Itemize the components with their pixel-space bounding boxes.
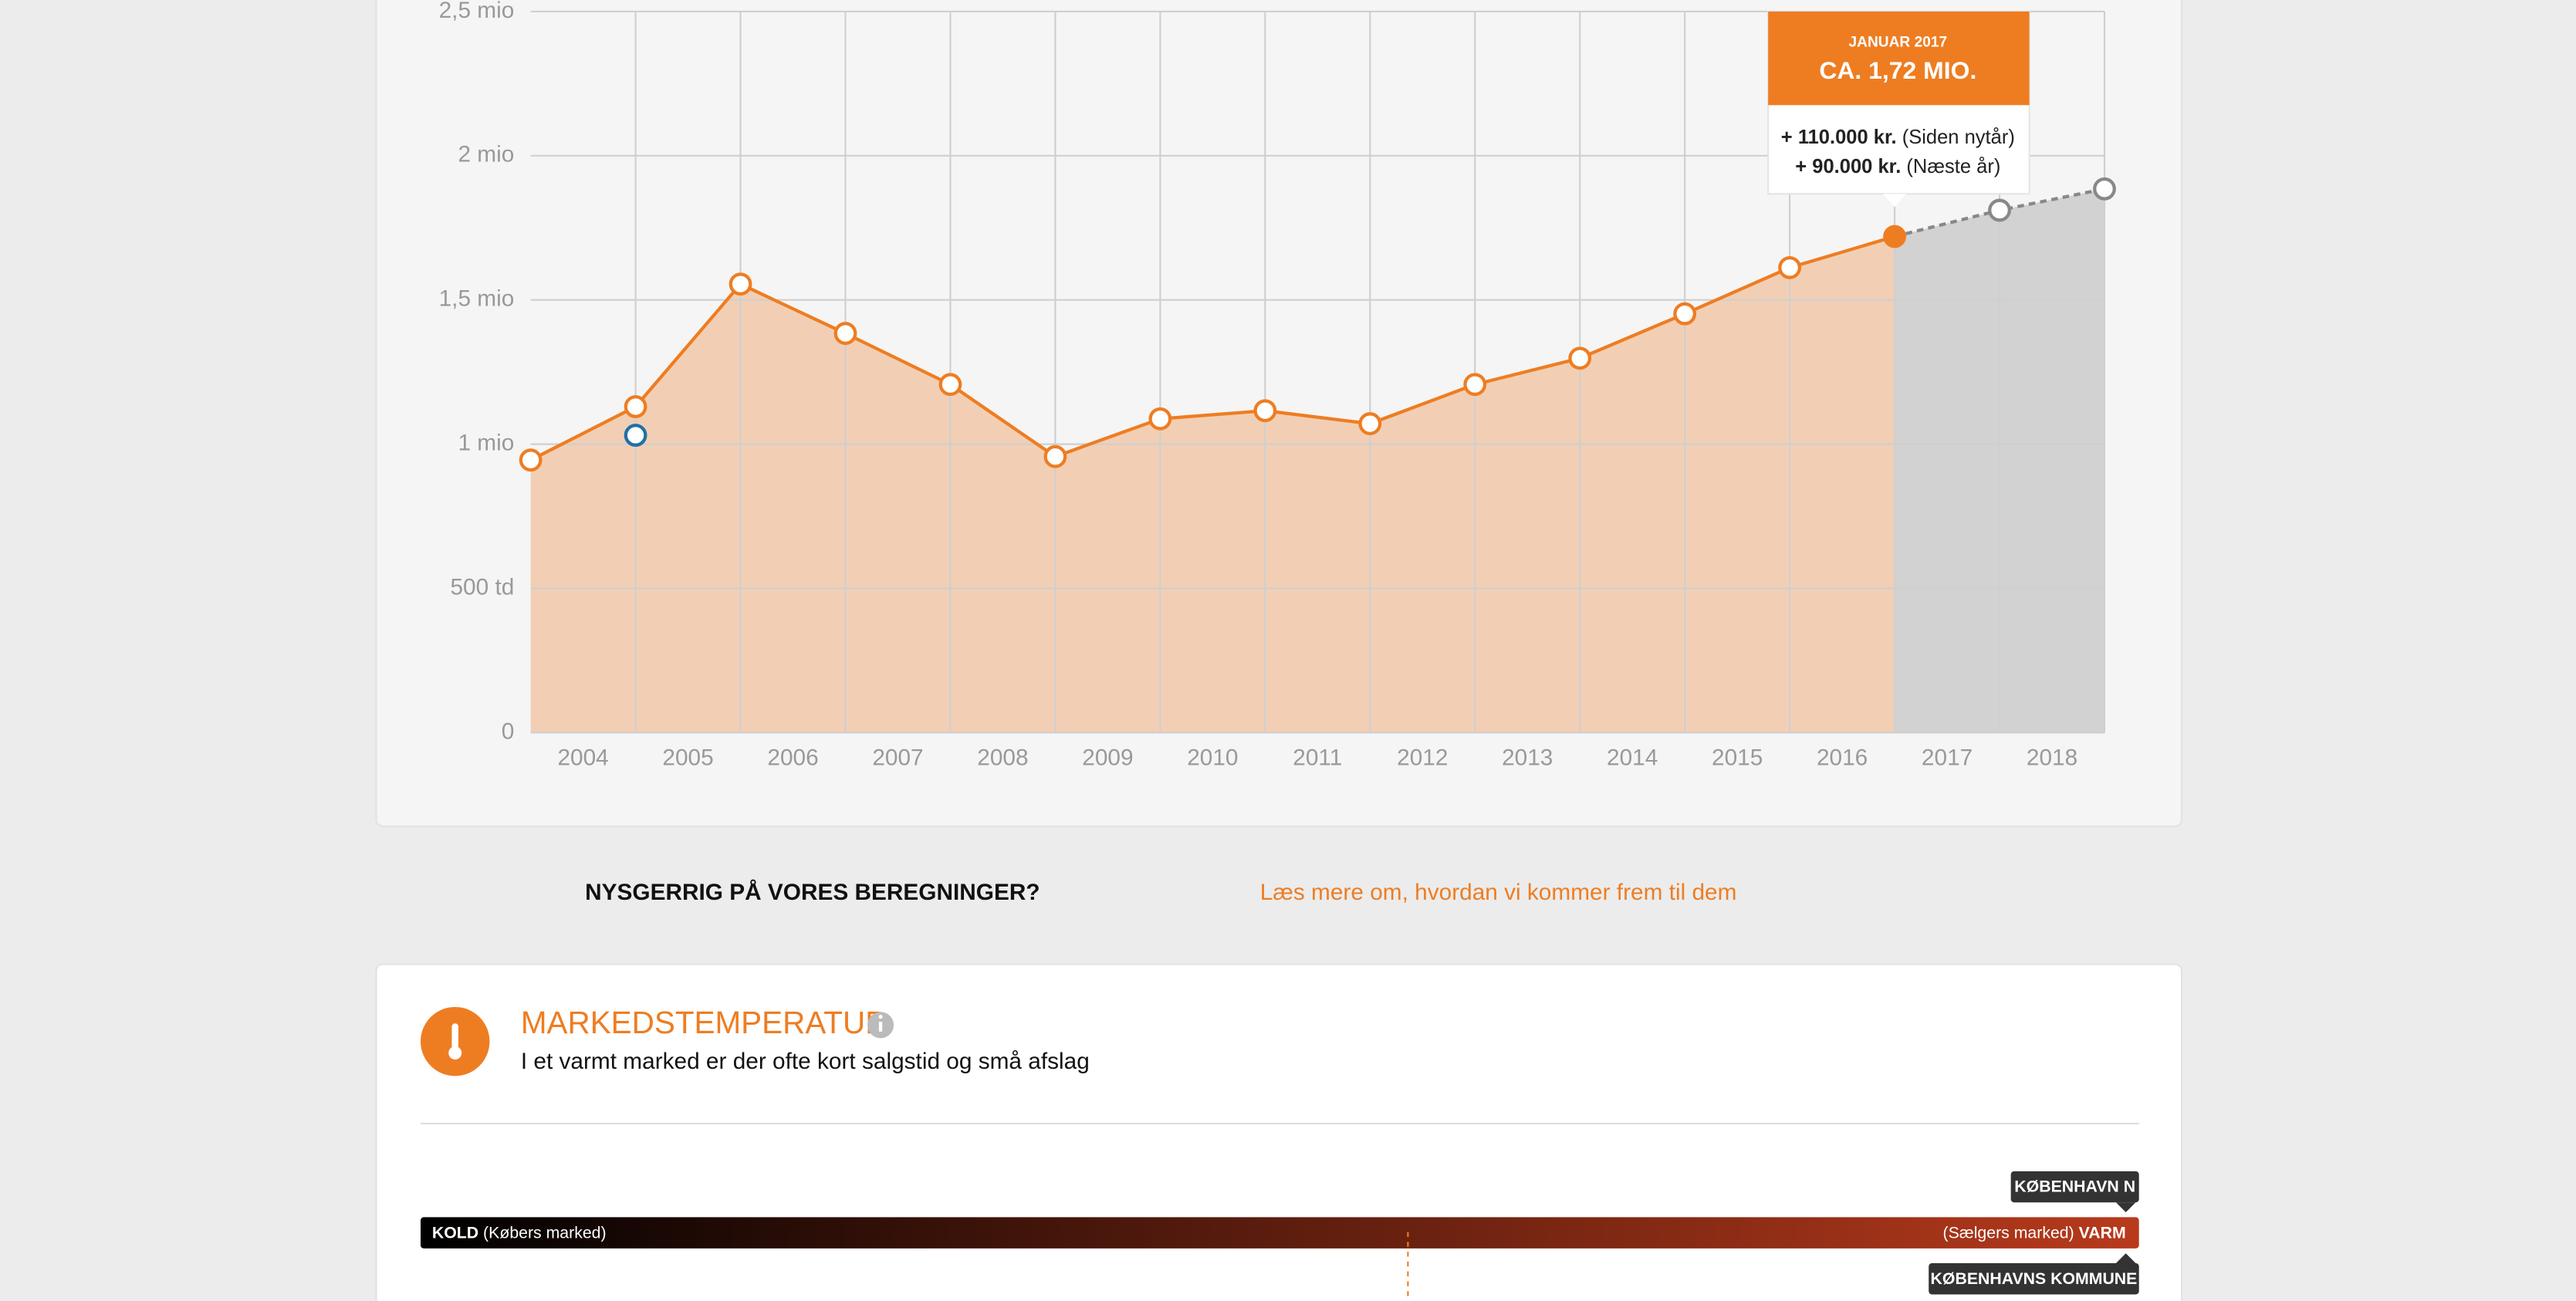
top-badge-pointer [2115,1202,2136,1213]
x-tick-label: 2014 [1607,745,1658,770]
point [1358,412,1382,435]
warm-label: (Sælgers marked) VARM [1943,1223,2126,1242]
tooltip-line: + 90.000 kr. (Næste år) [1795,156,2000,177]
point [1253,399,1277,423]
tooltip-note: (Siden nytår) [1902,127,2015,148]
y-tick-label: 500 td [450,574,514,600]
tooltip-value: CA. 1,72 MIO. [1819,56,1976,84]
x-tick-label: 2008 [977,745,1028,770]
thermometer-glyph [451,1023,458,1050]
tooltip-date: JANUAR 2017 [1849,34,1948,50]
x-tick-label: 2016 [1817,745,1868,770]
x-tick-label: 2013 [1502,745,1553,770]
point [1463,373,1487,397]
x-tick-label: 2004 [557,745,608,770]
point [938,373,962,397]
top-badge [2010,1171,2139,1203]
chart: 0 500 td 1 mio 1,5 mio 2 mio 2,5 mio 2004 2005 2… [439,0,2116,770]
point [1148,407,1172,431]
market-title: MARKEDSTEMPERATUR [521,1005,888,1040]
point [729,272,752,296]
tooltip-header [1768,11,2030,106]
warm-note: (Sælgers marked) [1943,1223,2074,1242]
bottom-badge [1929,1263,2139,1295]
temperature-bar [421,1217,2139,1249]
y-tick-label: 0 [502,718,515,744]
x-tick-label: 2015 [1712,745,1763,770]
area [530,236,1895,733]
warm: VARM [2079,1223,2126,1242]
point [624,395,647,418]
point [624,424,647,447]
tooltip-pointer [1883,194,1906,208]
bottom-badge-pointer [2115,1253,2136,1264]
top-badge-label: KØBENHAVN N [2014,1178,2135,1196]
bottom-badge-label: KØBENHAVNS KOMMUNE [1931,1269,2138,1288]
point [1568,346,1592,370]
y-tick-label: 2 mio [458,142,514,167]
y-tick-label: 1,5 mio [439,286,515,312]
point [519,448,543,472]
read-more-link[interactable]: Læs mere om, hvordan vi kommer frem til … [1260,880,1737,905]
y-tick-label: 1 mio [458,430,514,455]
market-card [375,963,2183,1301]
cold-label: KOLD (Købers marked) [432,1223,607,1242]
point [1673,302,1697,326]
y-tick-label: 2,5 mio [439,0,515,23]
x-tick-label: 2010 [1187,745,1238,770]
x-tick-label: 2012 [1397,745,1448,770]
x-tick-label: 2011 [1293,745,1342,770]
tooltip-line: + 110.000 kr. (Siden nytår) [1781,127,2015,148]
x-tick-label: 2018 [2027,745,2077,770]
info-glyph [878,1022,883,1032]
x-tick-label: 2005 [662,745,713,770]
cold-note: (Købers marked) [483,1223,607,1242]
x-tick-label: 2009 [1082,745,1133,770]
x-tick-label: 2007 [872,745,923,770]
info-dot [878,1015,883,1019]
tooltip-note: (Næste år) [1906,156,2000,177]
thermometer-bulb [448,1046,462,1060]
question: NYSGERRIG PÅ VORES BEREGNINGER? [585,880,1040,905]
x-tick-label: 2006 [767,745,818,770]
x-tick-label: 2017 [1922,745,1973,770]
point [1988,198,2011,222]
cold: KOLD [432,1223,478,1242]
point [1043,444,1067,468]
point [833,322,857,345]
tooltip-amount: + 110.000 kr. [1781,127,1897,148]
point [1778,255,1802,279]
point [1883,225,1906,248]
tooltip-amount: + 90.000 kr. [1795,156,1901,177]
market-subtitle: I et varmt marked er der ofte kort salgs… [521,1049,1090,1074]
point [2093,177,2116,201]
line [529,235,1895,462]
